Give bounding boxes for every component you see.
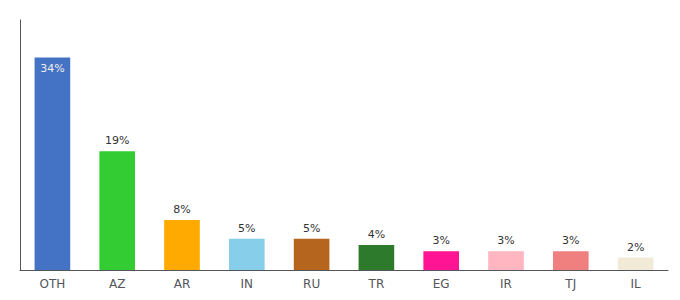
svg-text:AZ: AZ — [109, 277, 125, 291]
svg-text:3%: 3% — [562, 234, 579, 247]
svg-text:3%: 3% — [432, 234, 449, 247]
svg-text:OTH: OTH — [39, 277, 65, 291]
svg-text:EG: EG — [433, 277, 450, 291]
svg-text:5%: 5% — [238, 222, 255, 235]
svg-text:34%: 34% — [40, 62, 64, 75]
svg-text:IN: IN — [241, 277, 254, 291]
svg-text:2%: 2% — [627, 241, 644, 254]
svg-text:AR: AR — [174, 277, 191, 291]
svg-text:8%: 8% — [173, 203, 190, 216]
svg-text:3%: 3% — [497, 234, 514, 247]
svg-text:IR: IR — [500, 277, 512, 291]
svg-text:IL: IL — [630, 277, 641, 291]
svg-text:TJ: TJ — [564, 277, 576, 291]
svg-text:4%: 4% — [368, 228, 385, 241]
svg-text:5%: 5% — [303, 222, 320, 235]
svg-text:RU: RU — [303, 277, 320, 291]
svg-text:19%: 19% — [105, 134, 129, 147]
svg-text:TR: TR — [368, 277, 385, 291]
